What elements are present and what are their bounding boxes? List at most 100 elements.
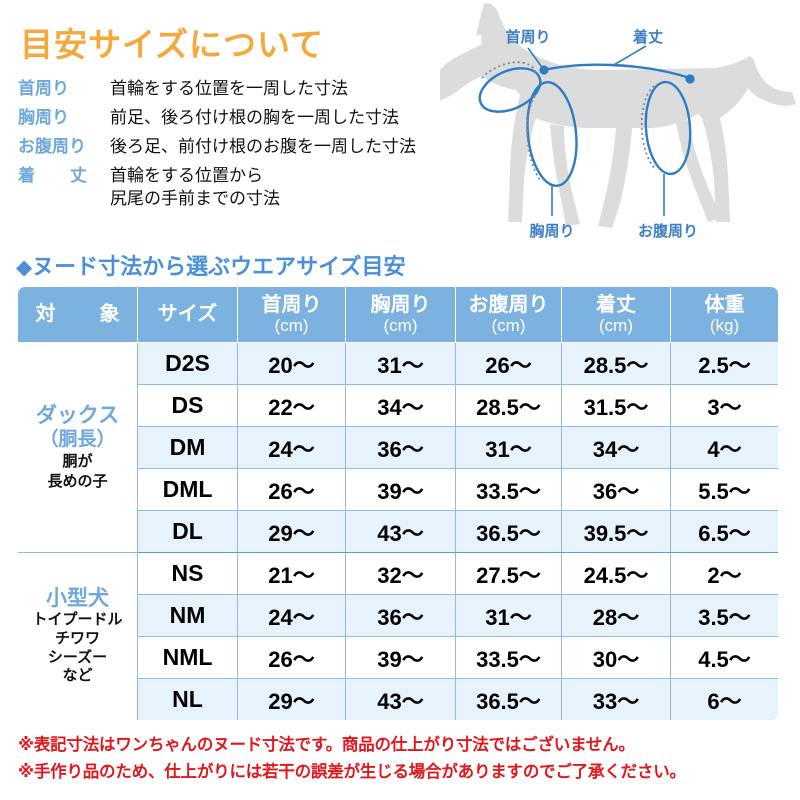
cell-weight: 2.5〜 — [670, 342, 778, 385]
col-header-length: 着丈 (cm) — [561, 287, 671, 343]
cell-chest: 36〜 — [345, 426, 456, 469]
cell-size: DL — [137, 510, 238, 553]
col-header-belly: お腹周り (cm) — [455, 287, 562, 343]
table-header-row: 対 象 サイズ 首周り (cm) 胸周り (cm) お腹周り (cm) — [18, 287, 778, 343]
cell-length: 36〜 — [561, 468, 671, 511]
legend-desc-length: 首輪をする位置から 尻尾の手前までの寸法 — [110, 165, 280, 211]
group-name-small-dog: 小型犬 — [46, 587, 109, 611]
cell-chest: 39〜 — [345, 468, 456, 511]
legend-term-length: 着 丈 — [18, 165, 96, 185]
legend-desc-length-line1: 首輪をする位置から — [110, 165, 263, 185]
cell-belly: 36.5〜 — [455, 678, 562, 720]
cell-weight: 4.5〜 — [670, 636, 778, 679]
legend-desc-length-line2: 尻尾の手前までの寸法 — [110, 188, 280, 208]
footer-note-1: ※表記寸法はワンちゃんのヌード寸法です。商品の仕上がり寸法ではございません。 — [18, 736, 635, 754]
col-header-target-label: 対 象 — [35, 303, 132, 326]
col-header-belly-unit: (cm) — [491, 316, 526, 336]
cell-weight: 4〜 — [670, 426, 778, 469]
cell-chest: 39〜 — [345, 636, 456, 679]
cell-length: 33〜 — [561, 678, 671, 720]
diamond-bullet-icon: ◆ — [16, 256, 33, 279]
table-row: DS 22〜 34〜 28.5〜 31.5〜 3〜 — [18, 384, 778, 427]
diagram-label-belly: お腹周り — [638, 222, 698, 240]
col-header-belly-label: お腹周り — [468, 293, 549, 316]
legend-term-neck: 首周り — [18, 79, 69, 98]
cell-belly: 27.5〜 — [455, 552, 562, 595]
group-note-dachshund-line1: 胴が — [62, 452, 93, 470]
group-note-small-dog-line3: シーズー — [47, 648, 108, 666]
cell-neck: 29〜 — [237, 678, 346, 720]
legend-item-neck: 首周り 首輪をする位置を一周した寸法 — [18, 78, 488, 101]
cell-length: 30〜 — [561, 636, 671, 679]
col-header-length-unit: (cm) — [599, 316, 633, 336]
cell-size: DS — [137, 384, 238, 427]
cell-length: 28.5〜 — [561, 342, 671, 385]
cell-neck: 26〜 — [237, 636, 346, 679]
cell-size: NM — [137, 594, 238, 637]
group-note-dachshund-line2: 長めの子 — [47, 472, 108, 490]
chest-measure-ellipse — [526, 81, 578, 187]
cell-length: 31.5〜 — [561, 384, 671, 427]
cell-weight: 3.5〜 — [670, 594, 778, 637]
cell-length: 24.5〜 — [561, 552, 671, 595]
cell-belly: 26〜 — [455, 342, 562, 385]
cell-size: DML — [137, 468, 238, 511]
table-row: NL 29〜 43〜 36.5〜 33〜 6〜 — [18, 678, 778, 720]
measurement-legend: 首周り 首輪をする位置を一周した寸法 胸周り 前足、後ろ付け根の胸を一周した寸法… — [18, 78, 488, 217]
cell-weight: 5.5〜 — [670, 468, 778, 511]
length-end-dot — [685, 74, 695, 84]
legend-term-chest: 胸周り — [18, 107, 69, 127]
cell-belly: 31〜 — [455, 594, 562, 637]
footer-notes: ※表記寸法はワンちゃんのヌード寸法です。商品の仕上がり寸法ではございません。 ※… — [18, 732, 788, 785]
group-cell-small-dog: 小型犬 トイプードル チワワ シーズー など — [18, 552, 138, 720]
cell-belly: 36.5〜 — [455, 510, 562, 553]
col-header-chest-unit: (cm) — [383, 316, 418, 336]
size-chart-table: 対 象 サイズ 首周り (cm) 胸周り (cm) お腹周り (cm) — [17, 286, 779, 721]
col-header-chest: 胸周り (cm) — [345, 287, 456, 343]
cell-neck: 24〜 — [237, 426, 346, 469]
cell-chest: 43〜 — [345, 510, 456, 553]
legend-term-belly: お腹周り — [18, 136, 86, 156]
legend-item-length: 着 丈 首輪をする位置から 尻尾の手前までの寸法 — [18, 165, 488, 211]
footer-note-2: ※手作り品のため、仕上がりには若干の誤差が生じる場合がありますのでご了承ください… — [18, 762, 686, 781]
cell-chest: 43〜 — [345, 678, 456, 720]
legend-desc-chest: 前足、後ろ付け根の胸を一周した寸法 — [110, 107, 399, 127]
cell-weight: 6〜 — [670, 678, 778, 720]
cell-neck: 29〜 — [237, 510, 346, 553]
col-header-neck-label: 首周り — [261, 293, 322, 316]
col-header-neck-unit: (cm) — [274, 316, 309, 336]
diagram-label-length: 着丈 — [632, 28, 663, 46]
legend-item-belly: お腹周り 後ろ足、前付け根のお腹を一周した寸法 — [18, 136, 488, 159]
table-row: ダックス （胴長） 胴が 長めの子 D2S 20〜 31〜 26〜 28.5〜 … — [18, 342, 778, 553]
cell-chest: 32〜 — [345, 552, 456, 595]
table-row: NM 24〜 36〜 31〜 28〜 3.5〜 — [18, 594, 778, 637]
cell-length: 28〜 — [561, 594, 671, 637]
page-title: 目安サイズについて — [20, 26, 325, 63]
cell-size: NL — [137, 678, 238, 720]
col-header-weight-label: 体重 — [704, 293, 745, 316]
group-cell-dachshund: ダックス （胴長） 胴が 長めの子 — [18, 342, 138, 553]
group-sub-dachshund: （胴長） — [39, 428, 116, 450]
length-leader-line — [611, 45, 647, 67]
size-chart-container: 対 象 サイズ 首周り (cm) 胸周り (cm) お腹周り (cm) — [17, 286, 779, 721]
cell-chest: 31〜 — [345, 342, 456, 385]
table-section-heading-text: ヌード寸法から選ぶウエアサイズ目安 — [32, 254, 406, 279]
cell-belly: 28.5〜 — [455, 384, 562, 427]
legend-desc-neck: 首輪をする位置を一周した寸法 — [110, 79, 348, 98]
dog-measurement-diagram: 首周り 着丈 胸周り お腹周り — [440, 0, 800, 250]
neck-measure-ellipse — [478, 61, 542, 113]
cell-belly: 33.5〜 — [455, 636, 562, 679]
group-note-small-dog-line2: チワワ — [54, 630, 100, 648]
table-row: DL 29〜 43〜 36.5〜 39.5〜 6.5〜 — [18, 510, 778, 553]
cell-belly: 33.5〜 — [455, 468, 562, 511]
legend-desc-belly: 後ろ足、前付け根のお腹を一周した寸法 — [110, 136, 416, 156]
cell-weight: 6.5〜 — [670, 510, 778, 553]
length-measure-line — [543, 63, 691, 80]
col-header-weight-unit: (kg) — [709, 316, 740, 336]
table-row: 小型犬 トイプードル チワワ シーズー など NS 21〜 32〜 27.5〜 … — [18, 552, 778, 720]
cell-belly: 31〜 — [455, 426, 562, 469]
table-row: DM 24〜 36〜 31〜 34〜 4〜 — [18, 426, 778, 469]
group-note-small-dog-line1: トイプードル — [32, 611, 123, 629]
cell-neck: 21〜 — [237, 552, 346, 595]
diagram-label-chest: 胸周り — [529, 222, 574, 240]
